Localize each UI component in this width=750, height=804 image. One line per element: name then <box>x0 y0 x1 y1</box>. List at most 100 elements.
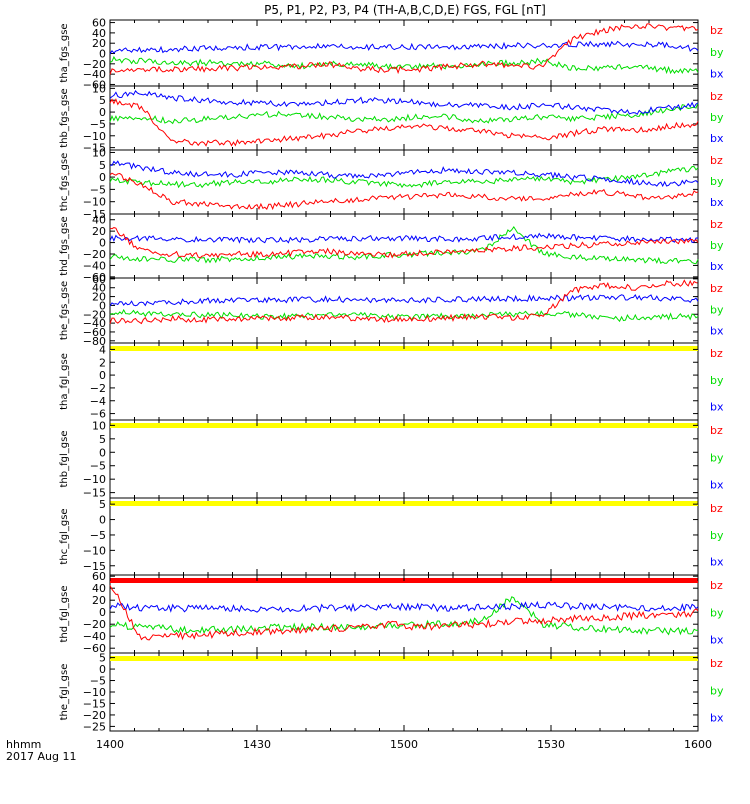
legend-bx: bx <box>710 479 724 492</box>
y-tick-label: −15 <box>83 142 106 155</box>
legend-bz: bz <box>710 90 723 103</box>
y-axis-label: thc_fgs_gse <box>59 153 70 212</box>
legend-bz: bz <box>710 154 723 167</box>
legend-bz: bz <box>710 24 723 37</box>
series-line-bx <box>109 600 699 614</box>
series-line-bz <box>109 172 699 211</box>
y-axis-label: thc_fgl_gse <box>59 508 70 564</box>
y-tick-label: −4 <box>90 395 106 408</box>
y-tick-label: −10 <box>83 196 106 209</box>
y-tick-label: −20 <box>83 308 106 321</box>
y-tick-label: −60 <box>83 326 106 339</box>
legend-by: by <box>710 606 724 619</box>
y-tick-label: 10 <box>92 82 106 95</box>
page-title: P5, P1, P2, P3, P4 (TH-A,B,C,D,E) FGS, F… <box>264 3 546 17</box>
panel-the-fgl-gse: 50−5−10−15−20−25 the_fgl_gse bz by bx <box>59 652 724 734</box>
y-tick-label: 0 <box>99 299 106 312</box>
legend-by: by <box>710 46 724 59</box>
y-tick-label: 5 <box>99 652 106 665</box>
y-tick-label: −80 <box>83 335 106 348</box>
legend-by: by <box>710 684 724 697</box>
y-tick-label: −20 <box>83 248 106 261</box>
legend-bz: bz <box>710 502 723 515</box>
legend-bx: bx <box>710 196 724 209</box>
y-tick-label: 40 <box>92 582 106 595</box>
y-tick-label: −15 <box>83 208 106 221</box>
y-tick-label: −5 <box>90 118 106 131</box>
y-tick-label: −2 <box>90 382 106 395</box>
y-tick-label: −25 <box>83 720 106 733</box>
y-axis-label: thb_fgs_gse <box>59 88 70 147</box>
panel-frame <box>109 652 699 732</box>
y-tick-label: 20 <box>92 37 106 50</box>
y-tick-label: −20 <box>83 618 106 631</box>
y-tick-label: 40 <box>92 214 106 227</box>
series-line-bz <box>109 98 699 147</box>
y-axis-label: the_fgs_gse <box>59 281 70 340</box>
panel-frame <box>109 419 699 499</box>
panel-frame <box>109 342 699 421</box>
y-tick-label: 20 <box>92 594 106 607</box>
x-tick-label: 1600 <box>684 738 712 751</box>
y-tick-label: −20 <box>83 58 106 71</box>
y-tick-label: −5 <box>90 529 106 542</box>
y-tick-label: −10 <box>83 130 106 143</box>
y-tick-label: 5 <box>99 159 106 172</box>
y-tick-label: 5 <box>99 94 106 107</box>
legend-bz: bz <box>710 657 723 670</box>
y-tick-label: −15 <box>83 560 106 573</box>
y-tick-label: −10 <box>83 686 106 699</box>
x-time-label: hhmm <box>6 738 41 751</box>
legend-bx: bx <box>710 260 724 273</box>
x-axis: hhmm 2017 Aug 11 1400 1430 1500 1530 1600 <box>6 738 712 763</box>
y-tick-label: 0 <box>99 663 106 676</box>
y-tick-label: −40 <box>83 68 106 81</box>
legend-by: by <box>710 111 724 124</box>
legend-bz: bz <box>710 424 723 437</box>
y-tick-label: 5 <box>99 433 106 446</box>
y-tick-label: −10 <box>83 473 106 486</box>
y-tick-label: 40 <box>92 282 106 295</box>
panel-frame <box>109 574 699 654</box>
y-tick-label: 10 <box>92 146 106 159</box>
legend-bx: bx <box>710 712 724 725</box>
legend-bx: bx <box>710 68 724 81</box>
legend-bx: bx <box>710 325 724 338</box>
series-line-bz <box>109 585 699 641</box>
y-tick-label: −10 <box>83 544 106 557</box>
x-tick-label: 1530 <box>537 738 565 751</box>
panel-frame <box>109 213 699 279</box>
y-tick-label: 20 <box>92 291 106 304</box>
series-line-by <box>109 102 699 125</box>
y-tick-label: −15 <box>83 697 106 710</box>
legend-bz: bz <box>710 579 723 592</box>
y-axis-label: thd_fgl_gse <box>59 586 70 643</box>
legend-by: by <box>710 529 724 542</box>
series-line-by <box>109 225 699 265</box>
y-tick-label: −40 <box>83 317 106 330</box>
y-tick-label: −60 <box>83 642 106 655</box>
series-line-by <box>109 55 699 75</box>
y-tick-label: −60 <box>83 271 106 284</box>
legend-bx: bx <box>710 132 724 145</box>
y-tick-label: 10 <box>92 419 106 432</box>
y-tick-label: −5 <box>90 460 106 473</box>
y-tick-label: −6 <box>90 408 106 421</box>
series-line-bx <box>109 40 699 55</box>
y-tick-label: 60 <box>92 570 106 583</box>
y-axis-label: tha_fgl_gse <box>59 353 70 410</box>
legend-by: by <box>710 451 724 464</box>
panel-tha-fgl-gse: 420−2−4−6 tha_fgl_gse bz by bx <box>59 342 724 421</box>
legend-by: by <box>710 239 724 252</box>
y-tick-label: −5 <box>90 675 106 688</box>
x-date-label: 2017 Aug 11 <box>6 750 76 763</box>
